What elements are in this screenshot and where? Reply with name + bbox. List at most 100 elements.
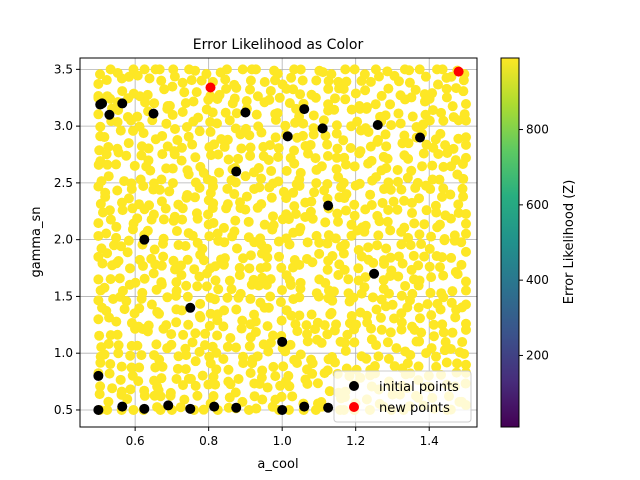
background-sample-point [233,373,244,384]
background-sample-point [456,259,467,270]
x-tick-label: 1.4 [420,434,439,448]
background-sample-point [438,115,449,126]
background-sample-point [126,362,137,373]
background-sample-point [425,184,436,195]
background-sample-point [168,255,179,266]
initial-points-point [139,234,150,245]
background-sample-point [303,148,314,159]
background-sample-point [383,288,394,299]
background-sample-point [190,380,201,391]
background-sample-point [333,216,344,227]
background-sample-point [286,310,297,321]
background-sample-point [93,218,104,229]
background-sample-point [226,284,237,295]
background-sample-point [205,308,216,319]
background-sample-point [393,251,404,262]
background-sample-point [460,285,471,296]
background-sample-point [113,256,124,267]
background-sample-point [273,176,284,187]
background-sample-point [214,167,225,178]
background-sample-point [212,330,223,341]
background-sample-point [263,346,274,357]
background-sample-point [134,199,145,210]
background-sample-point [254,182,265,193]
background-sample-point [277,79,288,90]
legend-marker-initial-points [349,381,359,391]
background-sample-point [424,261,435,272]
background-sample-point [383,353,394,364]
background-sample-point [453,199,464,210]
y-tick-label: 2.5 [54,176,73,190]
background-sample-point [289,201,300,212]
background-sample-point [329,104,340,115]
background-sample-point [460,152,471,163]
background-sample-point [414,336,425,347]
background-sample-point [245,250,256,261]
background-sample-point [421,205,432,216]
background-sample-point [244,263,255,274]
colorbar-ticks: 200 400 600 800 [519,123,549,362]
background-sample-point [170,123,181,134]
background-sample-point [207,107,218,118]
background-sample-point [166,329,177,340]
legend: initial points new points [333,370,472,423]
colorbar-label: Error Likelihood (Z) [562,180,577,305]
x-axis: 0.6 0.8 1.0 1.2 1.4 [126,427,439,448]
background-sample-point [146,299,157,310]
background-sample-point [405,350,416,361]
initial-points-point [93,404,104,415]
background-sample-point [407,208,418,219]
background-sample-point [197,243,208,254]
background-sample-point [177,107,188,118]
background-sample-point [233,153,244,164]
background-sample-point [194,346,205,357]
background-sample-point [274,251,285,262]
background-sample-point [276,285,287,296]
initial-points-point [317,123,328,134]
background-sample-point [413,361,424,372]
background-sample-point [104,368,115,379]
background-sample-point [96,176,107,187]
background-sample-point [113,348,124,359]
background-sample-point [218,222,229,233]
background-sample-point [361,353,372,364]
background-sample-point [112,116,123,127]
new-points-point [205,82,216,93]
background-sample-point [417,161,428,172]
background-sample-point [119,304,130,315]
background-sample-point [132,213,143,224]
background-sample-point [151,339,162,350]
background-sample-point [316,337,327,348]
background-sample-point [171,285,182,296]
background-sample-point [427,88,438,99]
background-sample-point [286,72,297,83]
background-sample-point [300,374,311,385]
background-sample-point [392,176,403,187]
colorbar-tick-label: 400 [526,273,549,287]
background-sample-point [210,261,221,272]
background-sample-point [210,379,221,390]
background-sample-point [330,233,341,244]
background-sample-point [218,321,229,332]
background-sample-point [95,69,106,80]
background-sample-point [268,211,279,222]
background-sample-point [208,198,219,209]
background-sample-point [322,151,333,162]
initial-points-point [277,404,288,415]
background-sample-point [245,293,256,304]
background-sample-point [340,205,351,216]
background-sample-point [245,75,256,86]
background-sample-point [112,143,123,154]
initial-points-point [95,99,106,110]
background-sample-point [360,123,371,134]
background-sample-point [213,149,224,160]
background-sample-point [207,176,218,187]
background-sample-point [198,167,209,178]
background-sample-point [345,143,356,154]
background-sample-point [94,330,105,341]
background-sample-point [223,402,234,413]
background-sample-point [274,92,285,103]
background-sample-point [134,362,145,373]
background-sample-point [198,404,209,415]
background-sample-point [413,302,424,313]
